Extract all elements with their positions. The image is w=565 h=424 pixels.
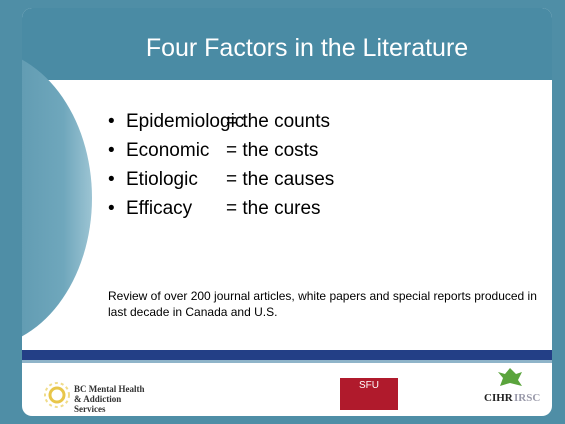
bullet-meaning: = the causes xyxy=(226,169,335,190)
bullet-meaning: = the costs xyxy=(226,140,319,161)
bullet-term: Efficacy xyxy=(126,198,193,219)
footer-band xyxy=(22,350,552,363)
leaf-icon xyxy=(498,368,522,386)
cihr-logo: CIHR xyxy=(484,392,513,404)
bullet-list: Epidemiologic= the counts Economic = the … xyxy=(108,111,334,227)
note: Review of over 200 journal articles, whi… xyxy=(108,289,537,319)
bullet: Economic = the costs xyxy=(108,140,334,169)
side-curve xyxy=(22,48,92,348)
bullet-term: Economic xyxy=(126,140,210,161)
bullet-term: Etiologic xyxy=(126,169,198,190)
title-bar xyxy=(22,8,552,80)
bullet-term: Epidemiologic xyxy=(126,111,245,132)
bullet-meaning: = the counts xyxy=(226,111,331,132)
slide-title: Four Factors in the Literature xyxy=(145,34,469,62)
bullet: Efficacy = the cures xyxy=(108,198,334,227)
sfu-logo: SFU xyxy=(340,378,398,410)
bullet: Etiologic = the causes xyxy=(108,169,334,198)
irsc-logo: IRSC xyxy=(514,392,541,404)
bcmhas-icon xyxy=(44,382,70,408)
slide-panel: Four Factors in the Literature Epidemiol… xyxy=(22,8,552,416)
bullet: Epidemiologic= the counts xyxy=(108,111,334,140)
bcmhas-logo: BC Mental Health & Addiction Services xyxy=(74,384,145,414)
bullet-meaning: = the cures xyxy=(226,198,321,219)
